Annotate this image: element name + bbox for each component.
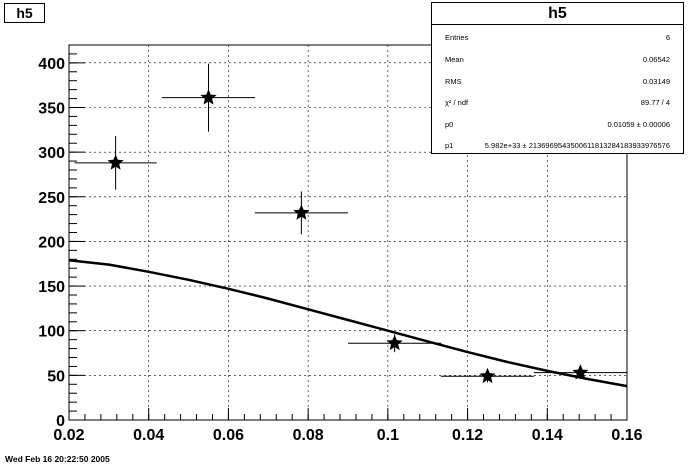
star-marker	[293, 204, 310, 220]
x-tick-label: 0.1	[377, 427, 399, 444]
data-point	[161, 63, 256, 132]
y-tick-label: 200	[38, 234, 65, 251]
y-tick-label: 0	[56, 413, 65, 430]
y-tick-label: 300	[38, 145, 65, 162]
stats-value: 0.03149	[642, 77, 670, 86]
x-tick-label: 0.04	[133, 427, 164, 444]
data-point	[533, 364, 627, 380]
stats-row-entries: Entries 6	[432, 33, 683, 49]
fit-curve	[68, 258, 628, 388]
histogram-title: h5	[16, 5, 33, 21]
data-point	[440, 367, 535, 384]
stats-key: RMS	[445, 77, 462, 86]
x-tick-label: 0.16	[611, 427, 642, 444]
data-point	[74, 136, 157, 190]
star-marker	[107, 154, 124, 170]
stats-row-chi2: χ² / ndf 89.77 / 4	[432, 98, 683, 114]
data-points	[74, 63, 627, 384]
y-tick-label: 150	[38, 279, 65, 296]
x-tick-label: 0.02	[53, 427, 84, 444]
star-marker	[572, 364, 589, 380]
star-marker	[479, 367, 496, 384]
histogram-title-box: h5	[4, 3, 45, 23]
stats-key: Entries	[445, 33, 469, 42]
stats-value: 89.77 / 4	[640, 98, 670, 107]
y-tick-label: 50	[47, 368, 65, 385]
axes: 0.02 0.04 0.06 0.08 0.1 0.12 0.14 0.16 0 50 100 150…	[38, 44, 643, 444]
x-tick-label: 0.14	[532, 427, 563, 444]
y-tick-label: 400	[38, 56, 65, 73]
y-tick-label: 250	[38, 190, 65, 207]
star-marker	[386, 334, 403, 351]
stats-row-rms: RMS 0.03149	[432, 77, 683, 93]
y-tick-label: 350	[38, 101, 65, 118]
stats-key: Mean	[445, 55, 464, 64]
data-point	[348, 334, 442, 353]
stats-row-mean: Mean 0.06542	[432, 55, 683, 71]
stats-key: χ² / ndf	[445, 98, 469, 107]
stats-value: 0.01059 ± 0.00006	[607, 120, 670, 129]
stats-title: h5	[432, 3, 683, 25]
x-tick-label: 0.06	[213, 427, 244, 444]
stats-row-p0: p0 0.01059 ± 0.00006	[432, 120, 683, 136]
stats-value: 6	[665, 33, 670, 42]
stats-value: 5.982e+33 ± 2136969543500611813284183933…	[484, 141, 670, 150]
x-tick-label: 0.12	[452, 427, 483, 444]
footer-timestamp: Wed Feb 16 20:22:50 2005	[5, 454, 110, 464]
stats-value: 0.06542	[642, 55, 670, 64]
stats-box: h5 Entries 6 Mean 0.06542 RMS 0.03149 χ²…	[431, 2, 684, 154]
stats-row-p1: p1 5.982e+33 ± 2136969543500611813284183…	[432, 141, 683, 157]
stats-key: p0	[445, 120, 454, 129]
y-tick-label: 100	[38, 324, 65, 341]
x-tick-label: 0.08	[293, 427, 324, 444]
stats-key: p1	[445, 141, 454, 150]
data-point	[254, 191, 348, 235]
star-marker	[200, 89, 217, 105]
